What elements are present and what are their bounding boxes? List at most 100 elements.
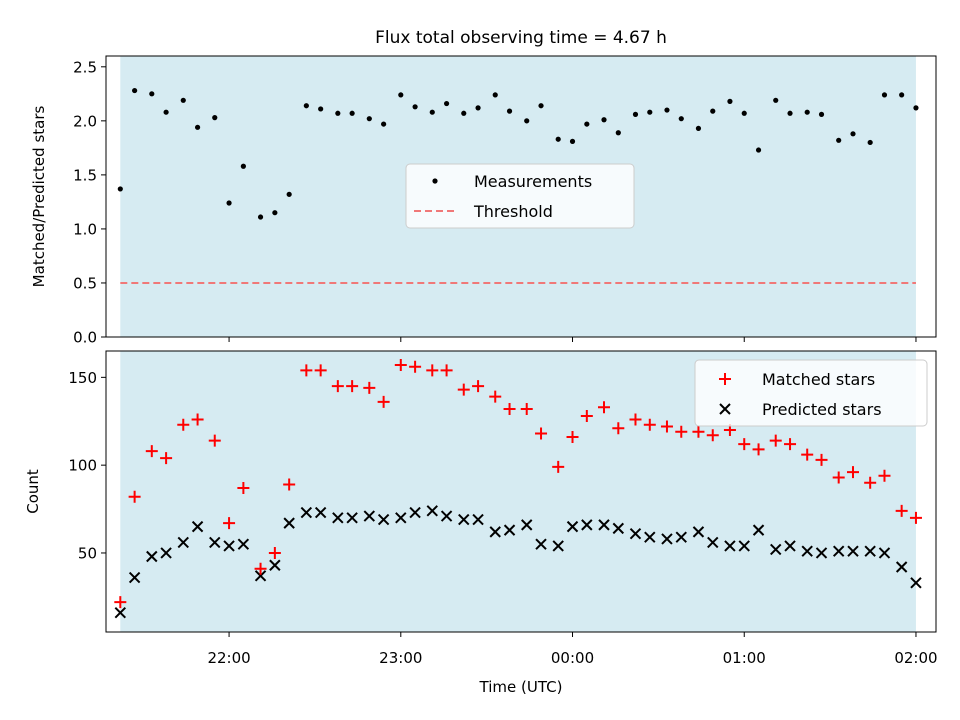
measurement-point xyxy=(881,92,888,98)
matched-star-marker xyxy=(128,490,141,503)
measurement-point xyxy=(492,92,498,98)
measurement-point xyxy=(506,108,513,114)
measurement-point xyxy=(226,200,232,206)
matched-star-marker xyxy=(503,402,516,415)
matched-star-marker xyxy=(283,478,296,491)
measurement-point xyxy=(149,91,155,97)
legend-predicted-label: Predicted stars xyxy=(762,400,882,419)
bottom-legend: Matched stars Predicted stars xyxy=(694,359,928,427)
measurement-point xyxy=(755,147,762,153)
measurement-point xyxy=(132,87,138,94)
predicted-star-marker xyxy=(738,540,750,552)
predicted-star-marker xyxy=(895,561,908,573)
predicted-star-marker xyxy=(598,519,610,531)
legend-matched-marker xyxy=(719,373,731,385)
bottom-y-tick-label: 150 xyxy=(68,369,97,387)
bottom-legend-box xyxy=(694,359,928,427)
chart-title: Flux total observing time = 4.67 h xyxy=(375,28,667,48)
measurement-point xyxy=(443,100,450,107)
matched-star-marker xyxy=(363,381,376,394)
predicted-star-marker xyxy=(440,510,453,522)
measurement-point xyxy=(867,139,873,146)
predicted-star-marker xyxy=(864,545,876,557)
measurement-point xyxy=(475,105,481,111)
x-tick-label: 00:00 xyxy=(551,649,594,667)
measurement-point xyxy=(787,110,793,116)
predicted-star-markers xyxy=(114,505,922,619)
predicted-star-marker xyxy=(566,520,579,533)
measurement-point xyxy=(632,111,639,117)
matched-star-marker xyxy=(409,360,422,373)
matched-star-marker xyxy=(145,445,158,458)
measurement-point xyxy=(212,115,218,121)
top-x-ticks xyxy=(228,337,917,342)
measurement-point xyxy=(727,98,733,104)
predicted-star-marker xyxy=(128,571,141,584)
predicted-star-marker xyxy=(472,513,484,526)
bottom-y-tick-label: 50 xyxy=(78,544,97,562)
measurement-point xyxy=(569,138,576,144)
matched-star-marker xyxy=(268,546,281,559)
matched-star-marker xyxy=(566,431,579,444)
measurement-point xyxy=(303,103,309,109)
predicted-star-marker xyxy=(426,505,438,517)
matched-star-marker xyxy=(426,364,439,377)
predicted-star-marker xyxy=(300,506,313,519)
measurement-point xyxy=(695,125,702,132)
bottom-plot-frame xyxy=(105,350,937,633)
predicted-star-marker xyxy=(752,524,765,536)
bottom-y-axis-label: Count xyxy=(24,469,42,514)
predicted-star-marker xyxy=(395,512,407,524)
predicted-star-marker xyxy=(832,545,845,557)
matched-star-marker xyxy=(815,453,828,466)
predicted-star-marker xyxy=(114,606,127,619)
x-axis-label: Time (UTC) xyxy=(479,678,563,696)
measurement-point xyxy=(899,92,905,98)
matched-star-marker xyxy=(612,422,625,435)
matched-star-marker xyxy=(331,380,344,393)
measurement-point xyxy=(286,191,292,197)
predicted-star-marker xyxy=(409,506,421,519)
bottom-x-axis: 22:00 23:00 00:00 01:00 02:00 xyxy=(207,632,938,667)
measurement-point xyxy=(366,116,372,122)
matched-star-marker xyxy=(692,425,705,438)
matched-star-marker xyxy=(675,425,688,438)
measurement-point xyxy=(615,130,621,136)
matched-star-markers xyxy=(114,359,922,609)
matched-star-marker xyxy=(440,364,453,377)
matched-star-marker xyxy=(114,596,127,609)
matched-star-marker xyxy=(254,562,267,575)
top-y-tick-label: 0.0 xyxy=(73,329,97,347)
top-plot-frame xyxy=(105,55,937,338)
top-y-tick-label: 1.5 xyxy=(73,166,97,184)
measurement-point xyxy=(163,109,169,115)
predicted-star-marker xyxy=(458,513,470,526)
matched-star-marker xyxy=(847,466,859,479)
matched-star-marker xyxy=(864,476,877,489)
matched-star-marker xyxy=(489,390,502,403)
legend-measurements-marker xyxy=(432,178,438,184)
measurement-point xyxy=(850,131,856,137)
predicted-star-marker xyxy=(332,512,344,524)
measurement-point xyxy=(538,103,544,109)
matched-star-marker xyxy=(346,380,359,393)
matched-star-marker xyxy=(878,469,891,482)
predicted-star-marker xyxy=(661,533,673,545)
bottom-panel: 50 100 150 22:00 23:00 00:00 01:00 02:00 Count… xyxy=(24,350,938,696)
top-y-axis: 0.0 0.5 1.0 1.5 2.0 2.5 xyxy=(73,58,106,347)
legend-threshold-label: Threshold xyxy=(473,202,553,221)
top-legend: Measurements Threshold xyxy=(405,163,635,229)
matched-star-marker xyxy=(191,413,204,426)
measurement-point xyxy=(584,121,590,127)
measurement-point xyxy=(180,97,186,103)
x-tick-label: 23:00 xyxy=(379,649,422,667)
measurement-point xyxy=(240,163,246,169)
matched-star-marker xyxy=(909,511,922,524)
measurement-point xyxy=(398,92,404,98)
matched-star-marker xyxy=(660,420,673,433)
bottom-y-tick-label: 100 xyxy=(68,457,97,475)
matched-star-marker xyxy=(472,380,485,393)
matched-star-marker xyxy=(160,452,173,465)
matched-star-marker xyxy=(629,413,642,426)
